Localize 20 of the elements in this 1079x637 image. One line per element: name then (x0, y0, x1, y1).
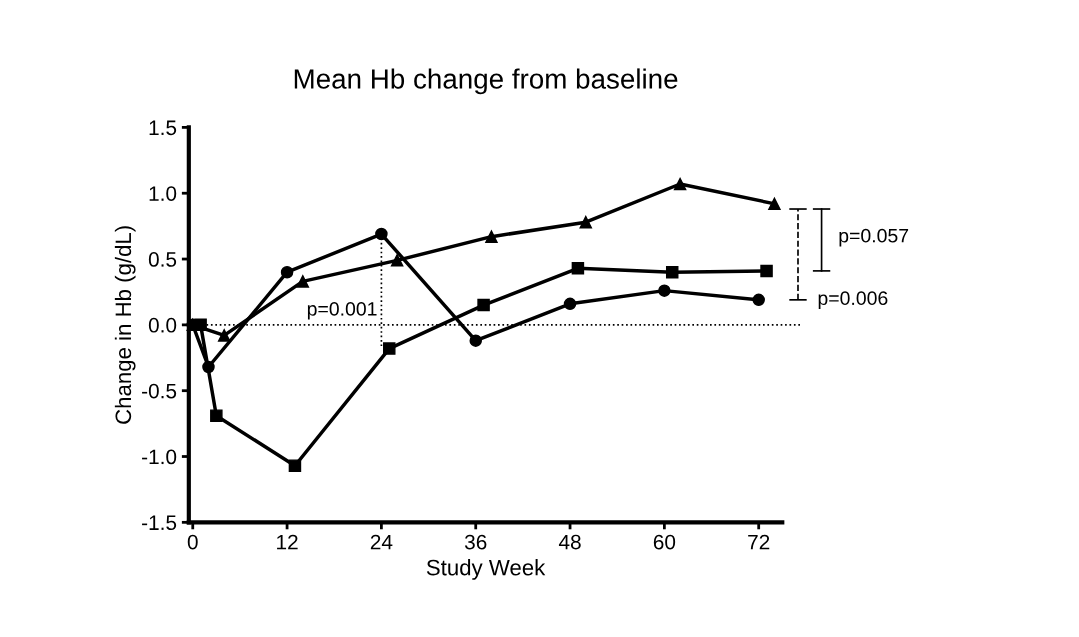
y-tick-label: 1.5 (149, 120, 177, 136)
y-tick-label: 0.5 (148, 252, 177, 267)
x-tick-label: 12 (277, 534, 298, 550)
x-tick-label: 48 (558, 534, 581, 550)
y-tick-label: -1.5 (142, 515, 177, 531)
chart-title: Mean Hb change from baseline (294, 68, 678, 95)
y-tick-label: 1.0 (149, 186, 177, 201)
x-tick-label: 0 (187, 534, 198, 550)
text: p=0.057 (839, 228, 909, 247)
x-tick-label: 24 (370, 534, 393, 550)
y-axis-title: Change in Hb (g/dL) (114, 226, 136, 424)
annotation: p=0.001 (307, 301, 377, 320)
x-tick-label: 36 (464, 534, 487, 550)
y-tick-label: -0.5 (142, 383, 177, 399)
x-axis-title: Study Week (426, 559, 546, 580)
x-tick-label: 72 (748, 534, 770, 550)
text: p=0.006 (818, 291, 888, 309)
x-tick-label: 60 (653, 534, 676, 550)
y-tick-label: 0.0 (148, 317, 177, 333)
y-tick-label: -1.0 (142, 449, 177, 465)
